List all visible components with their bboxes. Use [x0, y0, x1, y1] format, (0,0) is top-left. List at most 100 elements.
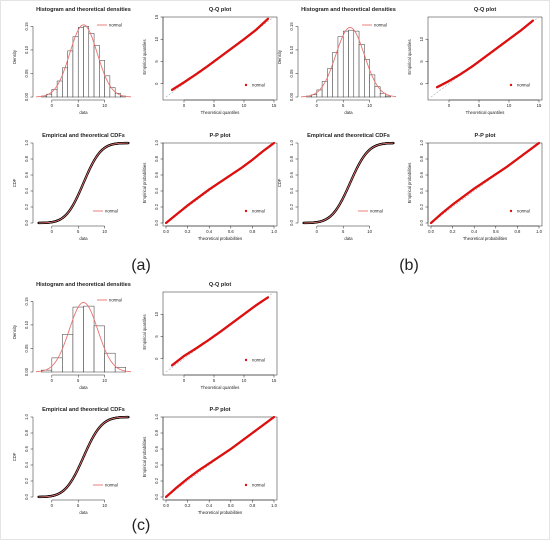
x-tick-label: 0: [51, 103, 54, 108]
x-tick-label: 5: [77, 378, 80, 383]
x-tick-label: 10: [102, 378, 107, 383]
x-tick-label: 5: [342, 103, 345, 108]
legend-swatch: [509, 209, 513, 213]
cdf-curve: [38, 416, 129, 498]
x-tick-label: 10: [242, 378, 247, 383]
y-tick-label: 0.0: [24, 493, 29, 499]
y-tick-label: 5: [154, 60, 159, 63]
x-tick-label: 15: [272, 378, 277, 383]
y-axis-label: Empirical probabilities: [407, 163, 412, 204]
x-tick-label: 0.2: [450, 229, 456, 234]
legend-label: normal: [252, 483, 265, 488]
y-tick-label: 0.0: [289, 219, 294, 225]
x-tick-label: 15: [272, 103, 277, 108]
chart-panel-histogram-density: Histogram and theoretical densities data D…: [277, 7, 397, 115]
x-tick-label: 1.0: [536, 229, 542, 234]
plot-frame: [427, 16, 543, 101]
x-tick-label: 0.0: [428, 229, 434, 234]
y-tick-label: 0.4: [154, 187, 159, 193]
chart-panel-ecdf: Empirical and theoretical CDFs data CDF 0 5 1…: [12, 133, 130, 241]
histogram-bar: [385, 95, 391, 98]
y-tick-label: 0.6: [154, 445, 159, 451]
x-tick-label: 0.6: [493, 229, 499, 234]
x-tick-label: 0.8: [249, 503, 255, 508]
x-tick-label: 0.0: [163, 503, 169, 508]
histogram-bar: [104, 75, 111, 98]
x-tick-label: 5: [213, 378, 216, 383]
x-tick-label: 10: [102, 103, 107, 108]
x-tick-label: 5: [77, 503, 80, 508]
y-axis-label: Density: [12, 324, 17, 339]
histogram-bar: [62, 334, 74, 373]
y-tick-label: 1.0: [24, 139, 29, 145]
y-tick-label: 0.05: [24, 344, 29, 353]
x-tick-label: 10: [367, 103, 372, 108]
y-tick-label: 1.0: [154, 413, 159, 419]
x-tick-label: 10: [102, 503, 107, 508]
y-tick-label: 0.4: [24, 187, 29, 193]
chart-panel-pp: P-P plot Theoretical probabilities Empiric…: [142, 133, 278, 241]
y-tick-label: 10: [154, 36, 159, 41]
chart-panel-ecdf: Empirical and theoretical CDFs data CDF 0 5 1…: [12, 407, 130, 515]
x-tick-label: 0.6: [228, 503, 234, 508]
y-tick-label: 0.2: [24, 203, 29, 209]
x-tick-label: 0: [183, 103, 186, 108]
histogram-bar: [353, 30, 360, 98]
legend-label: normal: [370, 209, 383, 214]
x-tick-label: 0: [183, 378, 186, 383]
chart-panel-histogram-density: Histogram and theoretical densities data D…: [12, 7, 132, 115]
data-point: [531, 19, 535, 22]
y-tick-label: 0.00: [289, 92, 294, 101]
plot-frame: [162, 16, 278, 101]
y-tick-label: 0.10: [24, 320, 29, 329]
y-tick-label: 0.00: [24, 92, 29, 101]
chart-title: P-P plot: [209, 133, 230, 139]
x-tick-label: 0.2: [185, 229, 191, 234]
y-tick-label: 5: [154, 335, 159, 338]
y-tick-label: 0: [154, 357, 159, 360]
x-axis-label: Theoretical quantiles: [201, 110, 240, 115]
x-tick-label: 5: [213, 103, 216, 108]
legend-swatch: [509, 83, 513, 87]
histogram-bar: [342, 30, 349, 98]
x-tick-label: 0.8: [249, 229, 255, 234]
data-point: [266, 296, 270, 299]
legend-label: normal: [252, 209, 265, 214]
y-tick-label: 1.0: [24, 413, 29, 419]
y-tick-label: 0: [419, 82, 424, 85]
histogram-bar: [77, 27, 84, 98]
y-tick-label: 0.05: [24, 69, 29, 78]
x-tick-label: 15: [537, 103, 542, 108]
legend-label: normal: [517, 83, 530, 88]
histogram-bar: [316, 89, 323, 98]
y-axis-label: Empirical quantiles: [142, 314, 147, 349]
chart-title: Empirical and theoretical CDFs: [42, 407, 125, 413]
x-tick-label: 0.4: [206, 503, 212, 508]
chart-title: Histogram and theoretical densities: [36, 7, 131, 13]
plot-frame: [162, 142, 278, 227]
y-tick-label: 0.8: [289, 155, 294, 161]
y-tick-label: 0.4: [24, 461, 29, 467]
histogram-bar: [332, 52, 339, 98]
x-tick-label: 1.0: [271, 229, 277, 234]
y-tick-label: 0.6: [24, 445, 29, 451]
y-axis-label: CDF: [12, 452, 17, 461]
chart-panels: Histogram and theoretical densities data D…: [12, 7, 543, 515]
y-tick-label: 0.10: [24, 45, 29, 54]
y-tick-label: 0.0: [24, 219, 29, 225]
y-tick-label: 0.15: [24, 297, 29, 306]
y-tick-label: 0.2: [154, 203, 159, 209]
histogram-bar: [51, 89, 58, 98]
legend-label: normal: [517, 209, 530, 214]
y-tick-label: 0.2: [419, 203, 424, 209]
chart-panel-histogram-density: Histogram and theoretical densities data D…: [12, 282, 132, 390]
histogram-bar: [379, 92, 386, 98]
x-tick-label: 0.2: [185, 503, 191, 508]
y-tick-label: 0.8: [419, 155, 424, 161]
x-tick-label: 5: [478, 103, 481, 108]
y-axis-label: Density: [277, 49, 282, 64]
x-tick-label: 0: [448, 103, 451, 108]
chart-panel-pp: P-P plot Theoretical probabilities Empiric…: [142, 407, 278, 515]
histogram-bar: [88, 33, 95, 98]
panel-label-b: (b): [399, 257, 419, 274]
